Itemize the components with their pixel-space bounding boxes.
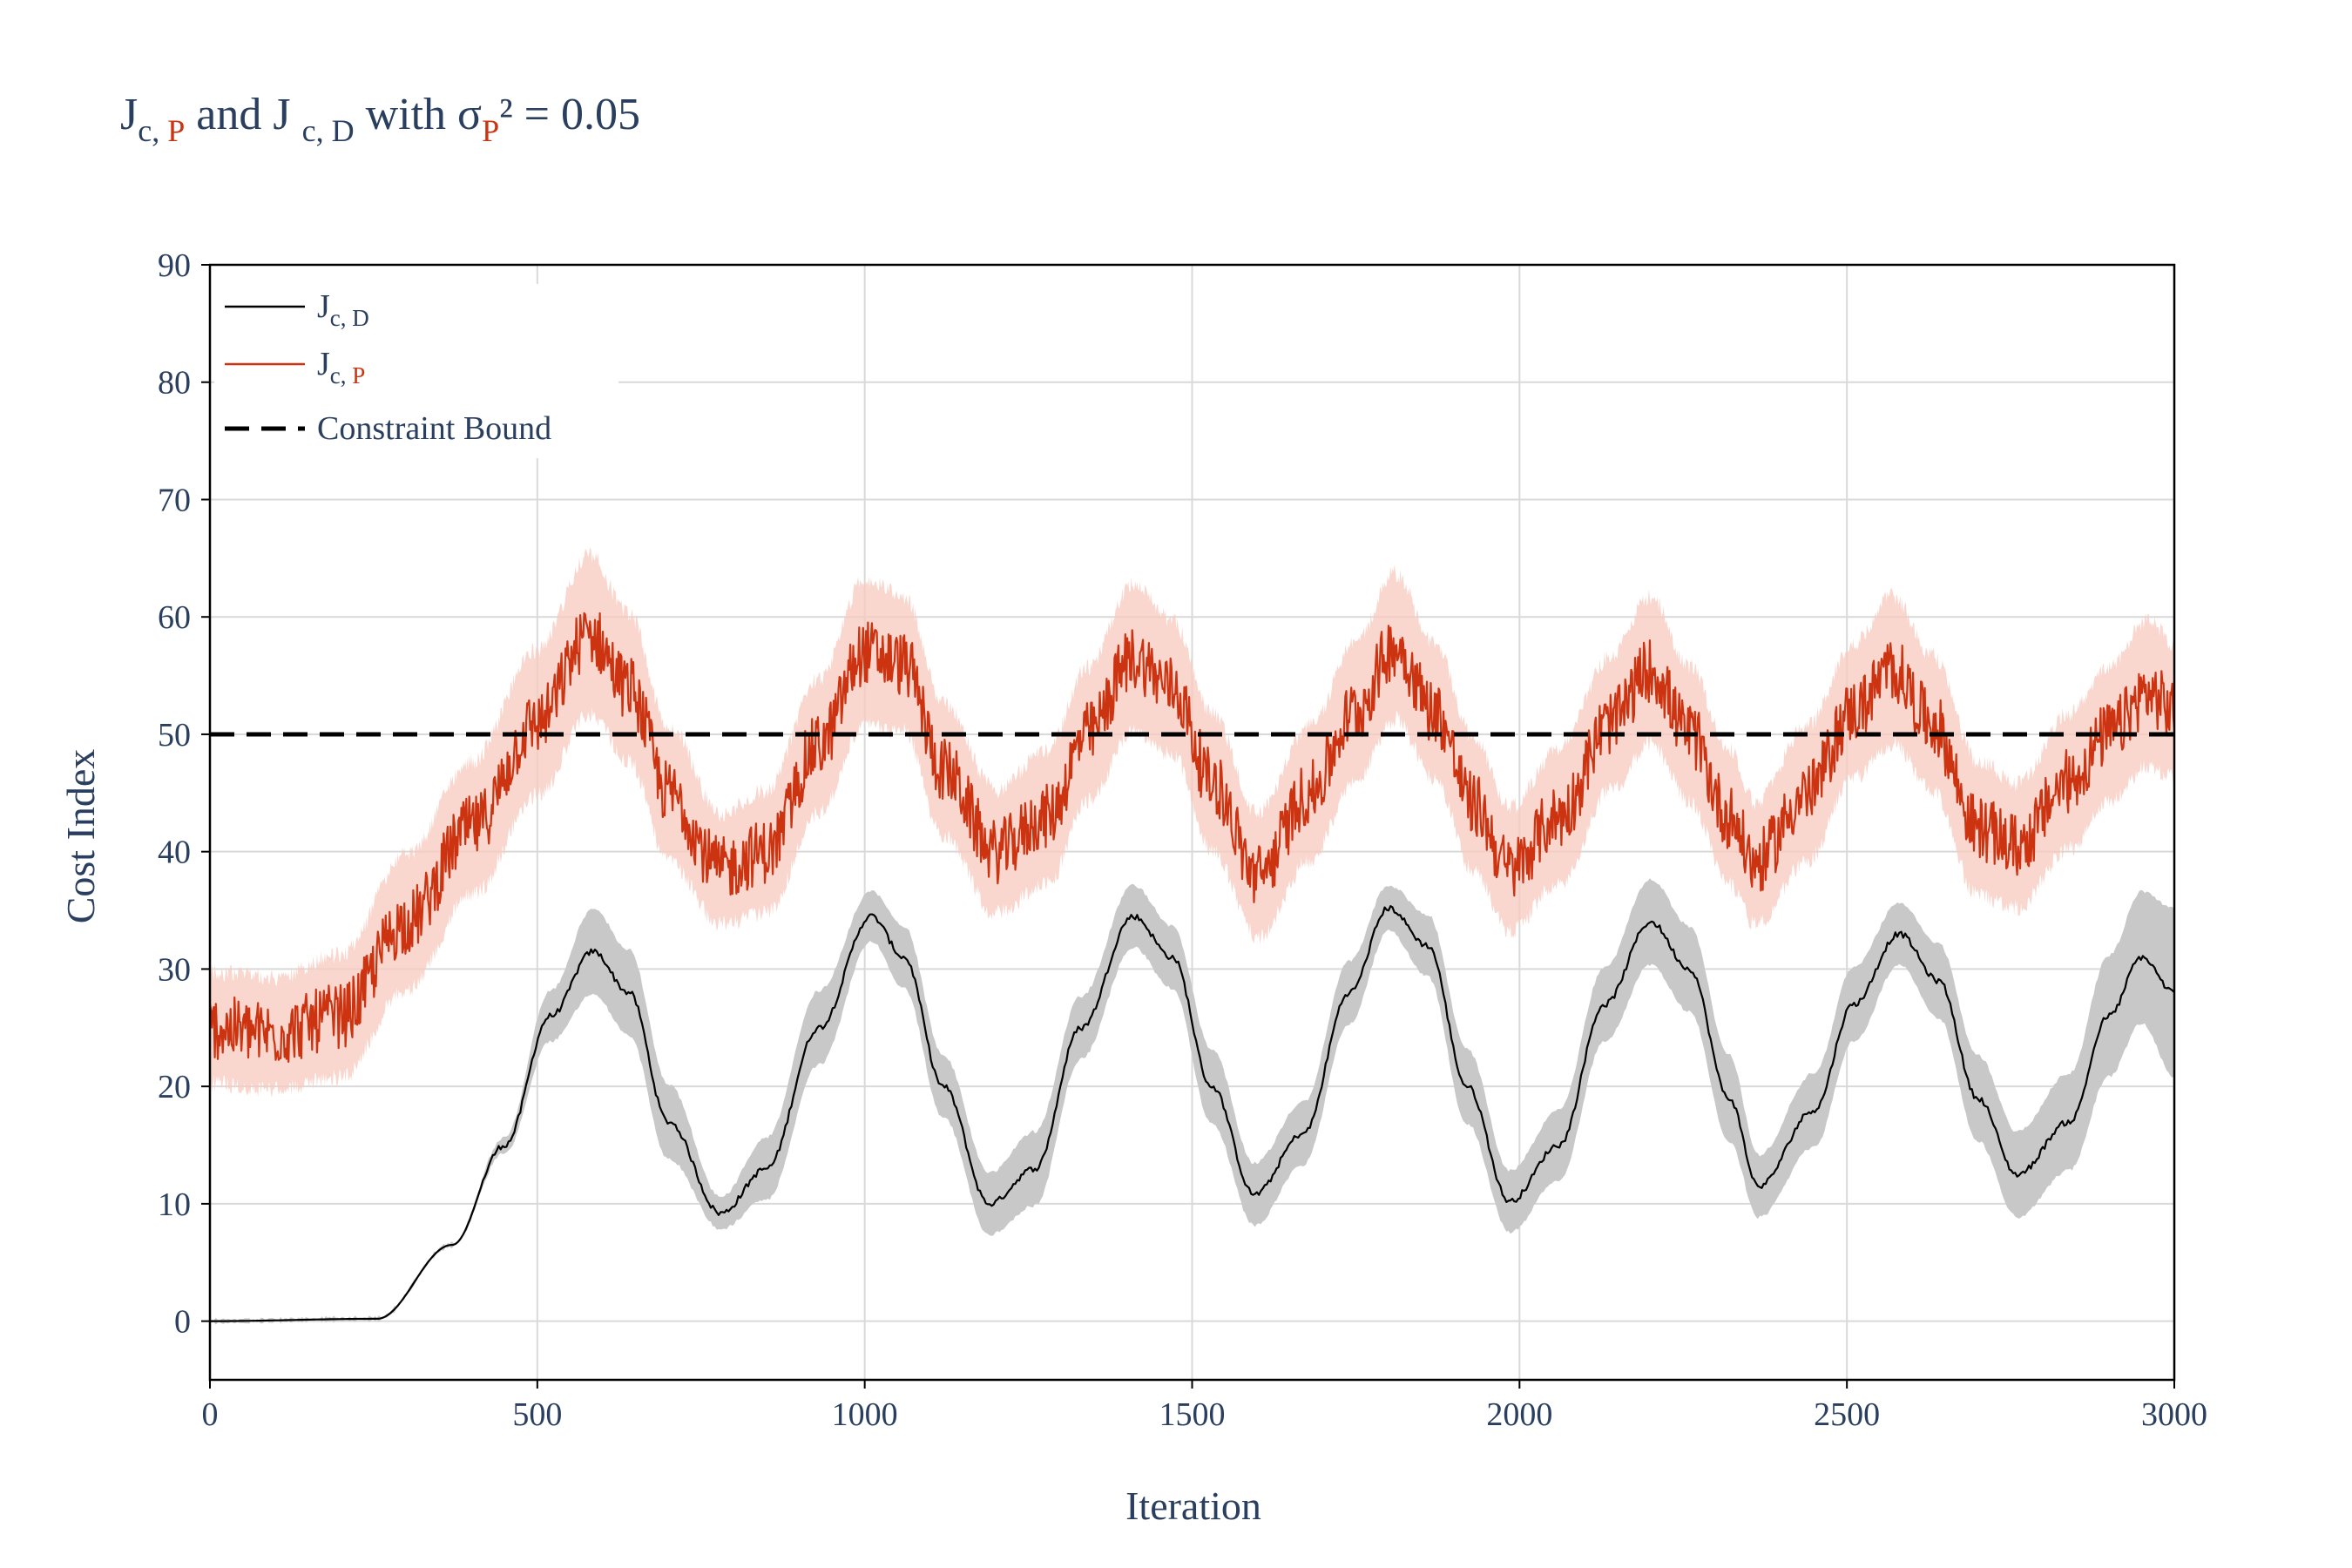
y-tick-label: 70 <box>158 482 191 518</box>
y-tick-label: 60 <box>158 599 191 636</box>
legend: Jc, D Jc, P Constraint Bound <box>214 284 618 458</box>
y-tick-label: 80 <box>158 365 191 402</box>
y-tick-label: 30 <box>158 951 191 988</box>
y-tick-label: 0 <box>174 1304 191 1341</box>
x-tick-label: 1500 <box>1159 1396 1226 1433</box>
x-axis-title: Iteration <box>1125 1484 1261 1528</box>
y-tick-label: 20 <box>158 1069 191 1105</box>
x-tick-label: 500 <box>512 1396 562 1433</box>
legend-label-jcp: Jc, P <box>317 346 365 389</box>
plot-area <box>208 263 2176 1382</box>
chart-title: Jc, P and J c, D with σP² = 0.05 <box>120 90 640 148</box>
y-tick-label: 50 <box>158 717 191 754</box>
series-lines <box>208 612 2176 1322</box>
y-tick-label: 90 <box>158 247 191 284</box>
confidence-bands <box>210 547 2174 1325</box>
x-tick-label: 2000 <box>1486 1396 1552 1433</box>
y-tick-label: 40 <box>158 835 191 871</box>
legend-label-bound: Constraint Bound <box>317 410 551 447</box>
jcd-band <box>210 878 2174 1325</box>
x-tick-label: 1000 <box>832 1396 898 1433</box>
jcd-line <box>210 905 2175 1322</box>
x-tick-label: 2500 <box>1814 1396 1880 1433</box>
x-tick-label: 0 <box>202 1396 219 1433</box>
y-axis-title: Cost Index <box>58 749 103 924</box>
jcp-band <box>210 547 2174 1098</box>
axis-ticks: 0 500 1000 1500 2000 2500 3000 0 10 20 30 40 50 60 70 8… <box>158 247 2207 1433</box>
jcp-line <box>208 612 2176 1064</box>
y-tick-label: 10 <box>158 1186 191 1223</box>
legend-label-jcd: Jc, D <box>317 288 369 331</box>
x-tick-label: 3000 <box>2141 1396 2207 1433</box>
